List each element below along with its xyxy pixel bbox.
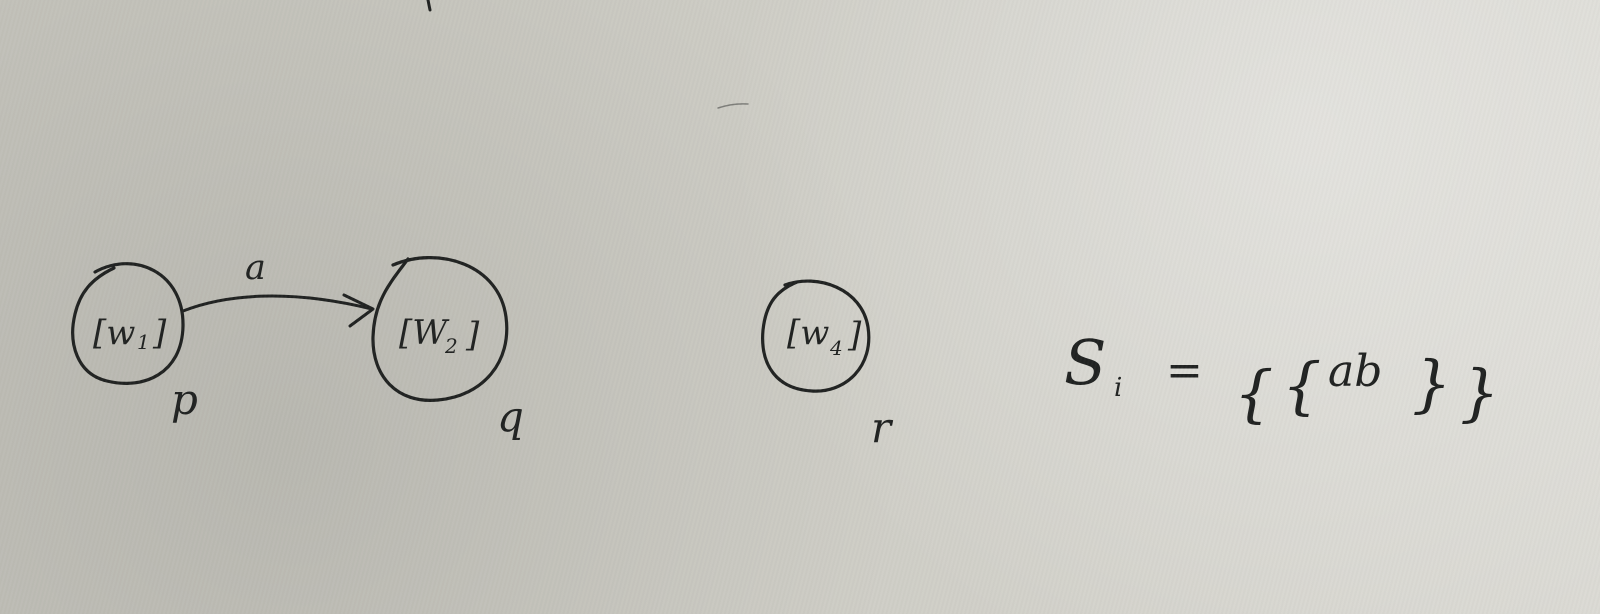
state-close-bracket-r: ] xyxy=(847,315,862,355)
state-r: [w 4 ] r xyxy=(761,279,894,452)
transition-edge-a: a xyxy=(181,248,375,328)
formula-equals: = xyxy=(1166,345,1203,396)
state-name-r: r xyxy=(871,403,894,452)
paper-mark-middle xyxy=(717,103,749,109)
state-q: [W 2 ] q xyxy=(371,256,524,441)
state-name-q: q xyxy=(497,392,524,441)
formula-outer-close-brace: } xyxy=(1460,356,1499,429)
set-formula: S i = { { ab } } xyxy=(1064,326,1499,430)
transition-label-a: a xyxy=(245,248,266,288)
formula-subscript-i: i xyxy=(1114,373,1122,403)
formula-symbol-s: S xyxy=(1064,326,1106,399)
state-bracket-text-p: [w xyxy=(93,313,135,353)
state-bracket-text-r: [w xyxy=(787,313,829,353)
state-circle-r xyxy=(761,279,871,393)
state-name-p: p xyxy=(171,375,198,424)
state-bracket-text-q: [W xyxy=(399,313,450,353)
state-p: [w 1 ] p xyxy=(71,262,198,424)
formula-inner-close-brace: } xyxy=(1412,347,1451,420)
formula-inner-open-brace: { xyxy=(1282,349,1321,422)
state-close-bracket-q: ] xyxy=(465,315,480,355)
transition-arrowhead xyxy=(342,293,375,328)
formula-word-ab: ab xyxy=(1328,346,1382,397)
formula-outer-open-brace: { xyxy=(1234,357,1273,430)
state-subscript-r: 4 xyxy=(829,336,843,360)
state-circle-p xyxy=(71,262,185,385)
transition-arrow xyxy=(181,294,374,313)
state-subscript-p: 1 xyxy=(137,330,150,354)
state-close-bracket-p: ] xyxy=(152,313,167,353)
paper-mark-top xyxy=(426,0,432,12)
state-circle-q xyxy=(371,256,509,402)
state-subscript-q: 2 xyxy=(444,334,458,358)
